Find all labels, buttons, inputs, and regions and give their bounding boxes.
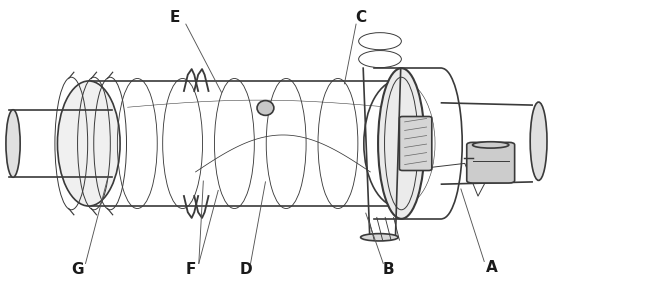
FancyBboxPatch shape xyxy=(467,142,515,183)
Text: G: G xyxy=(72,263,84,278)
Ellipse shape xyxy=(361,234,398,241)
Text: E: E xyxy=(170,10,180,25)
Ellipse shape xyxy=(57,81,120,206)
Ellipse shape xyxy=(473,142,509,148)
Text: D: D xyxy=(240,263,252,278)
Text: F: F xyxy=(185,263,196,278)
Ellipse shape xyxy=(530,102,547,181)
Ellipse shape xyxy=(6,110,20,177)
FancyBboxPatch shape xyxy=(400,117,432,170)
Ellipse shape xyxy=(257,100,274,115)
Text: C: C xyxy=(355,10,366,25)
Text: A: A xyxy=(486,261,498,276)
Text: B: B xyxy=(383,263,395,278)
Ellipse shape xyxy=(378,68,424,219)
